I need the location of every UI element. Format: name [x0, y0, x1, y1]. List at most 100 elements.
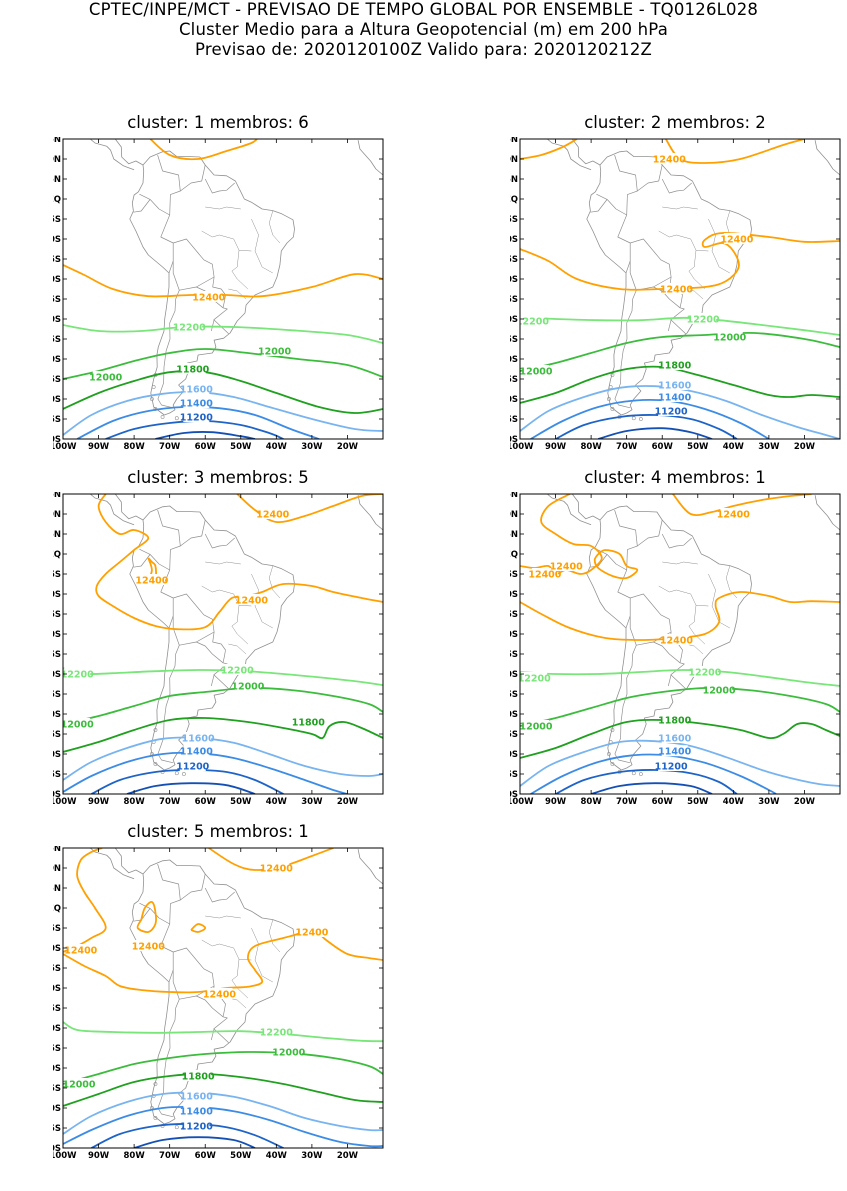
contour-label-bg — [661, 714, 688, 725]
contour-label: 12400 — [295, 928, 328, 939]
contour-label: 11600 — [182, 734, 215, 745]
contour-12400 — [236, 494, 383, 524]
island — [151, 385, 156, 389]
map-cluster-3: 12400 12400 12400 12200 12200 12000 12000 11800… — [53, 492, 384, 807]
contour-label-bg — [238, 594, 265, 605]
contour-label-bg — [179, 760, 206, 771]
island — [174, 771, 179, 776]
contour-label-bg — [234, 680, 261, 691]
contour-label-bg — [661, 732, 688, 743]
lat-label: 15N — [510, 137, 518, 145]
contour-label: 12400 — [135, 576, 168, 587]
coastline — [129, 150, 295, 416]
contour-label-bg — [723, 233, 750, 244]
island — [153, 1116, 158, 1120]
state-border — [662, 561, 698, 565]
contour-label: 11800 — [176, 365, 209, 376]
lon-label: 90W — [88, 442, 110, 452]
state-border — [201, 939, 220, 947]
state-border — [258, 613, 273, 629]
contour-label: 12200 — [173, 323, 206, 334]
country-border — [614, 645, 637, 764]
lat-label: 20S — [510, 630, 518, 640]
country-border — [629, 238, 672, 291]
contour-label: 12400 — [720, 235, 753, 246]
lat-label: 10N — [510, 155, 518, 165]
state-border — [715, 258, 730, 274]
contour-12000 — [520, 687, 840, 727]
contour-11000 — [590, 782, 713, 794]
contour-12000 — [63, 348, 383, 380]
coastline — [357, 140, 383, 176]
contour-label: 11200 — [176, 762, 209, 773]
lat-label: 5S — [53, 924, 61, 934]
contour-label-bg — [531, 568, 558, 579]
contour-12000 — [63, 1051, 383, 1085]
lat-label: 40S — [510, 355, 518, 365]
country-border — [157, 290, 180, 409]
lat-label: 10S — [53, 944, 61, 954]
lat-label: 45S — [510, 730, 518, 740]
lon-label: 60W — [195, 1151, 217, 1161]
lat-label: 10N — [510, 510, 518, 520]
contour-label-bg — [183, 397, 210, 408]
lat-label: 5S — [510, 570, 518, 580]
coastline — [89, 494, 135, 526]
lat-label: EQ — [53, 195, 61, 205]
contour-label-bg — [66, 1078, 92, 1089]
panel-title: cluster: 5 membros: 1 — [127, 822, 309, 841]
lon-label: 90W — [545, 442, 567, 452]
lon-label: 30W — [758, 442, 780, 452]
state-border — [219, 589, 252, 607]
contour-12200 — [63, 324, 383, 344]
contour-label-bg — [195, 291, 222, 302]
lon-label: 80W — [581, 442, 603, 452]
lat-label: 5N — [510, 530, 518, 540]
country-border — [139, 509, 181, 571]
lon-label: 70W — [616, 797, 638, 807]
state-border — [231, 605, 249, 645]
contour-11200 — [105, 420, 284, 439]
country-border — [157, 645, 180, 764]
island — [610, 728, 615, 732]
country-border — [204, 533, 235, 549]
contour-label-bg — [275, 1046, 302, 1057]
country-border — [139, 863, 181, 925]
state-border — [258, 258, 273, 274]
lat-label: 15N — [53, 137, 61, 145]
lat-label: 30S — [53, 670, 61, 680]
lon-label: 70W — [159, 442, 181, 452]
island — [638, 772, 643, 776]
contour-label-bg — [263, 1026, 290, 1037]
header-line-1: CPTEC/INPE/MCT - PREVISAO DE TEMPO GLOBA… — [88, 0, 759, 19]
contour-11200 — [555, 769, 738, 794]
contour-label: 11800 — [658, 361, 691, 372]
lat-label: EQ — [53, 904, 61, 914]
map-content: 12400 12400 12400 12400 12400 12200 12000 12000… — [63, 848, 383, 1148]
coastline — [357, 849, 383, 885]
island — [153, 1082, 158, 1086]
contour-label: 12400 — [203, 990, 236, 1001]
state-border — [231, 959, 249, 999]
lat-label: 5N — [53, 530, 61, 540]
lat-label: 60S — [510, 790, 518, 800]
country-border — [617, 214, 631, 274]
country-border — [213, 307, 229, 335]
contour-label: 11400 — [180, 399, 213, 410]
panel-title: cluster: 1 membros: 6 — [127, 113, 309, 132]
lon-label: 60W — [195, 442, 217, 452]
contour-12200 — [520, 316, 840, 336]
contour-11000 — [126, 782, 256, 794]
contour-label-bg — [661, 745, 688, 757]
contour-label-bg — [185, 1070, 212, 1081]
state-border — [258, 967, 273, 983]
contour-12000 — [63, 687, 383, 725]
state-border — [268, 565, 281, 599]
contour-12400 — [672, 494, 812, 517]
contour-11800 — [63, 370, 383, 414]
contour-12400 — [136, 901, 157, 934]
map-content: 12400 12400 12400 12200 12200 12000 12000 11800… — [63, 494, 383, 794]
lon-label: 40W — [723, 797, 745, 807]
contour-11800 — [63, 1073, 383, 1107]
contour-label-bg — [295, 716, 322, 727]
